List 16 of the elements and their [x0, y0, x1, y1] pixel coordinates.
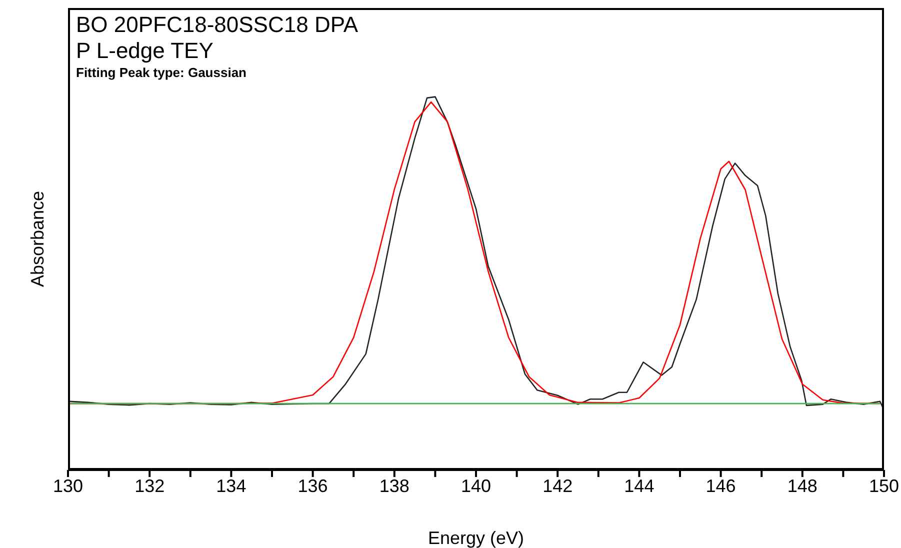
x-tick-label: 132: [134, 476, 165, 496]
x-tick-label: 136: [298, 476, 328, 496]
x-tick-label: 144: [624, 476, 654, 496]
x-tick-label: 138: [379, 476, 410, 496]
chart-subtitle: P L-edge TEY: [76, 38, 214, 65]
x-tick-label: 130: [52, 476, 84, 496]
chart-title: BO 20PFC18-80SSC18 DPA: [76, 12, 358, 38]
x-tick-label: 140: [460, 476, 492, 496]
x-tick-label: 150: [868, 476, 900, 496]
x-tick-label: 134: [216, 476, 246, 496]
text: Fitting Peak type: Gaussian: [76, 64, 248, 80]
x-axis-title: Energy (eV): [428, 528, 524, 548]
x-tick-label: 142: [542, 476, 573, 496]
x-tick-label: 148: [787, 476, 818, 496]
x-tick-label: 146: [706, 476, 736, 496]
y-axis-title: Absorbance: [28, 190, 48, 288]
